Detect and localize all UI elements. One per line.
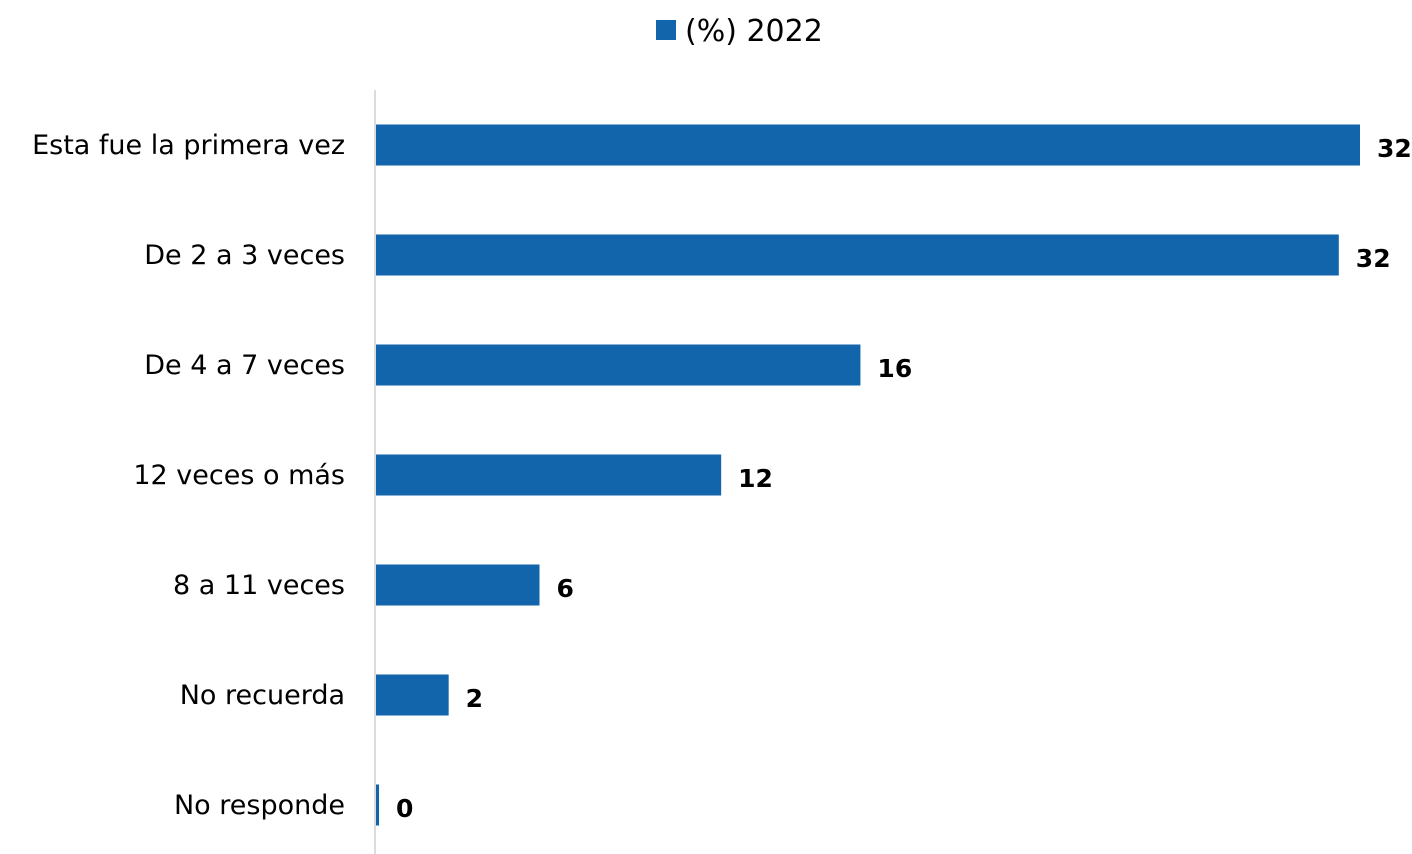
bar — [376, 124, 1360, 166]
bar — [376, 234, 1339, 276]
value-label: 6 — [556, 574, 573, 603]
bar — [376, 564, 540, 606]
category-label: No responde — [174, 790, 345, 821]
bar — [376, 344, 861, 386]
category-label: De 2 a 3 veces — [144, 240, 345, 271]
bar — [376, 674, 449, 716]
value-label: 32 — [1377, 134, 1412, 163]
category-label: 12 veces o más — [133, 460, 345, 491]
value-label: 32 — [1356, 244, 1391, 273]
legend: (%) 2022 — [656, 14, 823, 49]
category-label: No recuerda — [180, 680, 345, 711]
value-label: 12 — [738, 464, 773, 493]
value-label: 0 — [396, 794, 413, 823]
value-labels-group: 32 32 16 12 6 2 0 — [396, 134, 1412, 823]
bars-group — [376, 124, 1360, 826]
bar — [376, 784, 380, 826]
category-labels-group: Esta fue la primera vez De 2 a 3 veces De … — [32, 130, 345, 821]
category-label: Esta fue la primera vez — [32, 130, 345, 161]
bar — [376, 454, 722, 496]
value-label: 2 — [466, 684, 483, 713]
legend-label: (%) 2022 — [685, 14, 823, 49]
legend-swatch — [656, 20, 676, 40]
category-label: 8 a 11 veces — [173, 570, 345, 601]
category-label: De 4 a 7 veces — [144, 350, 345, 381]
value-label: 16 — [877, 354, 912, 383]
